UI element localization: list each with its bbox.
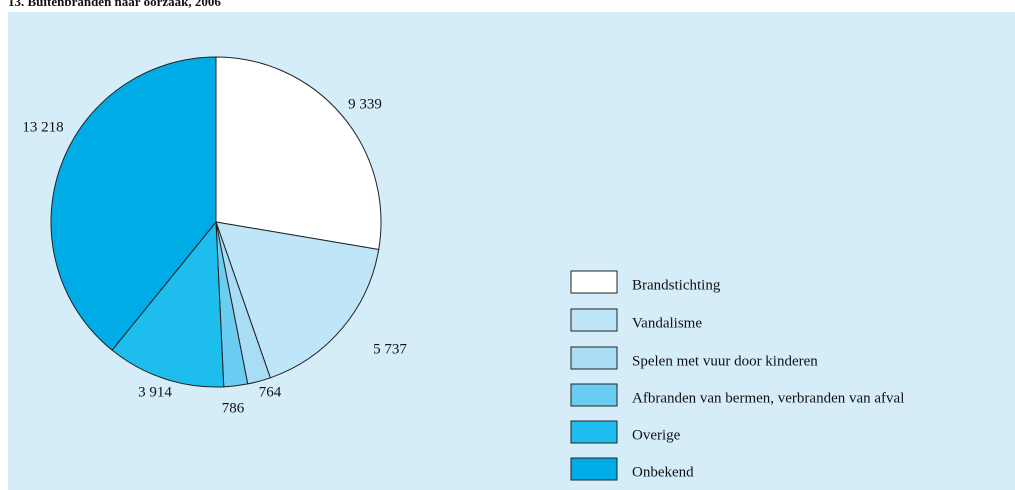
- chart-title: 13. Buitenbranden naar oorzaak, 2006: [8, 0, 221, 9]
- legend-label: Onbekend: [632, 464, 694, 480]
- pie-slice: [50, 56, 217, 351]
- data-label: 764: [259, 384, 282, 400]
- legend-swatch: [570, 270, 618, 294]
- data-label: 786: [222, 400, 245, 416]
- data-label: 9 339: [348, 96, 382, 112]
- data-label: 5 737: [373, 341, 407, 357]
- legend-swatch: [570, 457, 618, 481]
- legend-label: Afbranden van bermen, verbranden van afv…: [632, 390, 904, 406]
- legend-swatch: [570, 383, 618, 407]
- data-label: 13 218: [22, 119, 63, 135]
- legend-swatch: [570, 420, 618, 444]
- data-label: 3 914: [138, 384, 172, 400]
- legend-label: Spelen met vuur door kinderen: [632, 353, 818, 369]
- pie-slice: [215, 221, 380, 379]
- legend-swatch: [570, 308, 618, 332]
- legend-label: Vandalisme: [632, 315, 702, 331]
- legend-label: Brandstichting: [632, 277, 721, 293]
- legend-swatch: [570, 346, 618, 370]
- legend-label: Overige: [632, 427, 681, 443]
- pie-slice: [215, 56, 382, 251]
- pie-slice: [111, 220, 225, 388]
